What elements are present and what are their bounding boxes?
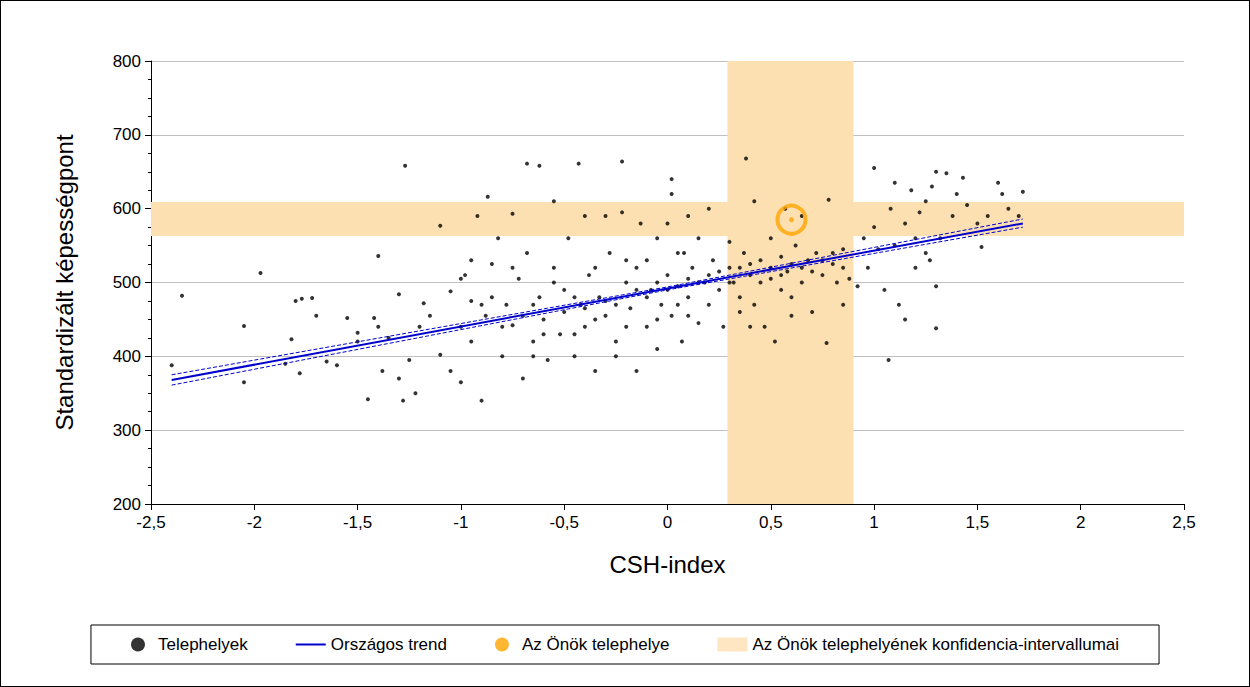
svg-text:200: 200 <box>113 495 141 514</box>
svg-text:0,5: 0,5 <box>759 513 783 532</box>
svg-text:2,5: 2,5 <box>1172 513 1196 532</box>
svg-text:800: 800 <box>113 52 141 71</box>
svg-text:600: 600 <box>113 199 141 218</box>
svg-text:Telephelyek: Telephelyek <box>158 635 248 654</box>
svg-text:400: 400 <box>113 347 141 366</box>
svg-text:0: 0 <box>663 513 672 532</box>
svg-text:2: 2 <box>1076 513 1085 532</box>
svg-text:Standardizált képességpont: Standardizált képességpont <box>51 134 78 431</box>
svg-text:1,5: 1,5 <box>966 513 990 532</box>
svg-text:Országos trend: Országos trend <box>331 635 447 654</box>
svg-text:-2,5: -2,5 <box>136 513 165 532</box>
svg-text:300: 300 <box>113 421 141 440</box>
svg-text:Az Önök telephelye: Az Önök telephelye <box>522 635 669 654</box>
svg-text:-1,5: -1,5 <box>343 513 372 532</box>
svg-text:CSH-index: CSH-index <box>609 551 725 578</box>
svg-text:Az Önök telephelyének konfiden: Az Önök telephelyének konfidencia-interv… <box>752 635 1119 654</box>
svg-text:700: 700 <box>113 125 141 144</box>
svg-text:-1: -1 <box>453 513 468 532</box>
svg-text:500: 500 <box>113 273 141 292</box>
svg-text:-2: -2 <box>247 513 262 532</box>
svg-text:-0,5: -0,5 <box>550 513 579 532</box>
svg-text:1: 1 <box>869 513 878 532</box>
